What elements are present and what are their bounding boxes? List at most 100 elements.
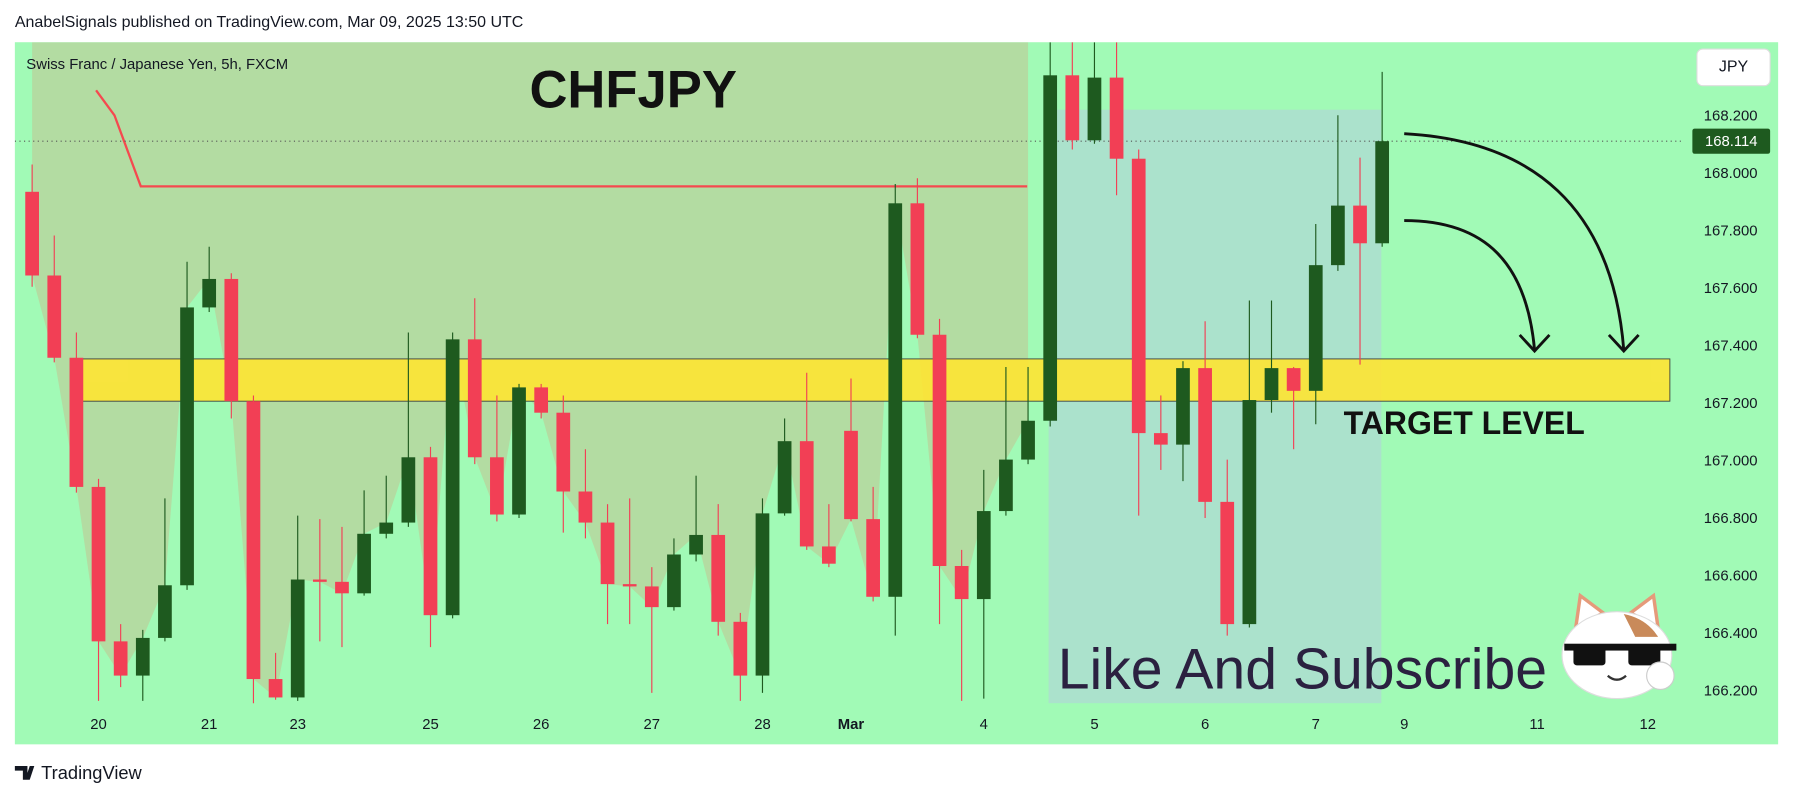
candle-body (755, 513, 770, 676)
currency-label: JPY (1719, 59, 1749, 76)
plot (14, 42, 1681, 704)
candle-body (357, 533, 371, 594)
y-tick-label: 166.800 (1704, 511, 1758, 527)
arrow (1404, 132, 1626, 350)
candle-body (158, 585, 172, 638)
candle-body (379, 522, 394, 534)
candle-body (467, 339, 482, 458)
candle-body (1375, 141, 1390, 244)
candle-body (1131, 158, 1146, 434)
candle-body (556, 412, 571, 492)
candle-body (622, 584, 637, 587)
arrows (1404, 132, 1640, 354)
axes: 166.200 166.400 166.600 166.800 167.000 167.2… (90, 108, 1771, 733)
candle-body (644, 586, 659, 608)
candle-body (135, 637, 150, 676)
candle-body (290, 579, 305, 698)
highlight-region (1048, 109, 1382, 704)
candle-body (954, 566, 969, 600)
x-tick-label: 20 (90, 717, 107, 733)
candle-body (1220, 501, 1235, 625)
candle-body (1043, 75, 1058, 421)
candle-body (25, 191, 39, 276)
last-price-box (1692, 128, 1771, 154)
x-tick-label: 7 (1312, 717, 1320, 733)
y-tick-label: 166.400 (1704, 626, 1758, 642)
candle-body (777, 441, 792, 514)
x-tick-label: 27 (644, 717, 661, 733)
last-price-label: 168.114 (1705, 134, 1758, 150)
candle-body (578, 491, 593, 523)
candle-body (1176, 368, 1190, 445)
x-tick-label: Mar (838, 717, 865, 733)
x-tick-label: 12 (1639, 717, 1656, 733)
y-tick-label: 167.800 (1704, 223, 1758, 239)
x-tick-label: 11 (1529, 717, 1544, 733)
candle-body (47, 275, 62, 358)
candle-body (799, 441, 814, 547)
candle-body (512, 387, 526, 515)
x-tick-label: 23 (289, 717, 306, 733)
y-tick-label: 167.000 (1704, 454, 1758, 470)
candle-body (91, 486, 106, 642)
candle-body (733, 621, 748, 676)
x-tick-label: 6 (1201, 717, 1209, 733)
y-tick-label: 168.200 (1704, 108, 1758, 124)
candle-body (1286, 368, 1301, 391)
footer-logo (14, 766, 35, 780)
x-tick-label: 4 (980, 717, 988, 733)
candle-body (844, 430, 858, 520)
y-tick-label: 166.600 (1704, 569, 1758, 585)
candle-body (69, 357, 84, 487)
candle-body (1065, 75, 1080, 141)
candle-body (1198, 368, 1212, 502)
candle-body (268, 679, 283, 698)
candle-body (1331, 205, 1345, 266)
candle-body (888, 203, 903, 597)
candle-body (335, 581, 349, 594)
indicator-line (95, 89, 1028, 188)
candle-body (246, 401, 261, 680)
x-tick-label: 21 (201, 717, 218, 733)
target-label: TARGET LEVEL (1344, 405, 1585, 441)
footer-brand: TradingView (41, 762, 142, 783)
target-zone (81, 358, 1671, 402)
candle-body (1308, 265, 1323, 391)
published-line: AnabelSignals published on TradingView.c… (15, 14, 523, 31)
chart-title: CHFJPY (529, 61, 737, 120)
currency-button[interactable] (1696, 48, 1771, 87)
y-tick-label: 167.400 (1704, 338, 1758, 354)
x-tick-label: 5 (1090, 717, 1098, 733)
cta-text: Like And Subscribe (1058, 638, 1547, 702)
candle-body (910, 203, 925, 335)
candle-body (689, 534, 703, 555)
y-tick-label: 166.200 (1704, 684, 1758, 700)
candle-body (445, 339, 460, 616)
arrow-head (1518, 333, 1551, 354)
x-tick-label: 28 (754, 717, 771, 733)
candle-body (932, 334, 947, 567)
candle-body (866, 519, 880, 597)
candle-body (976, 511, 991, 600)
cat-icon (1561, 592, 1677, 700)
candle-body (312, 579, 327, 582)
y-tick-label: 168.000 (1704, 166, 1758, 182)
candle-body (600, 522, 615, 585)
candle-body (1242, 400, 1257, 625)
candle-body (224, 278, 239, 402)
arrow (1404, 219, 1536, 350)
candle-body (1087, 77, 1102, 141)
candle-body (180, 307, 194, 586)
y-tick-label: 167.200 (1704, 396, 1758, 412)
candle-body (1021, 420, 1035, 460)
candle-body (113, 641, 128, 676)
candle-body (711, 534, 726, 622)
candle-body (822, 546, 836, 564)
candle-body (667, 554, 681, 608)
candle-body (1353, 205, 1367, 244)
x-tick-label: 26 (533, 717, 550, 733)
candle-body (999, 459, 1013, 512)
candle-body (423, 457, 438, 616)
